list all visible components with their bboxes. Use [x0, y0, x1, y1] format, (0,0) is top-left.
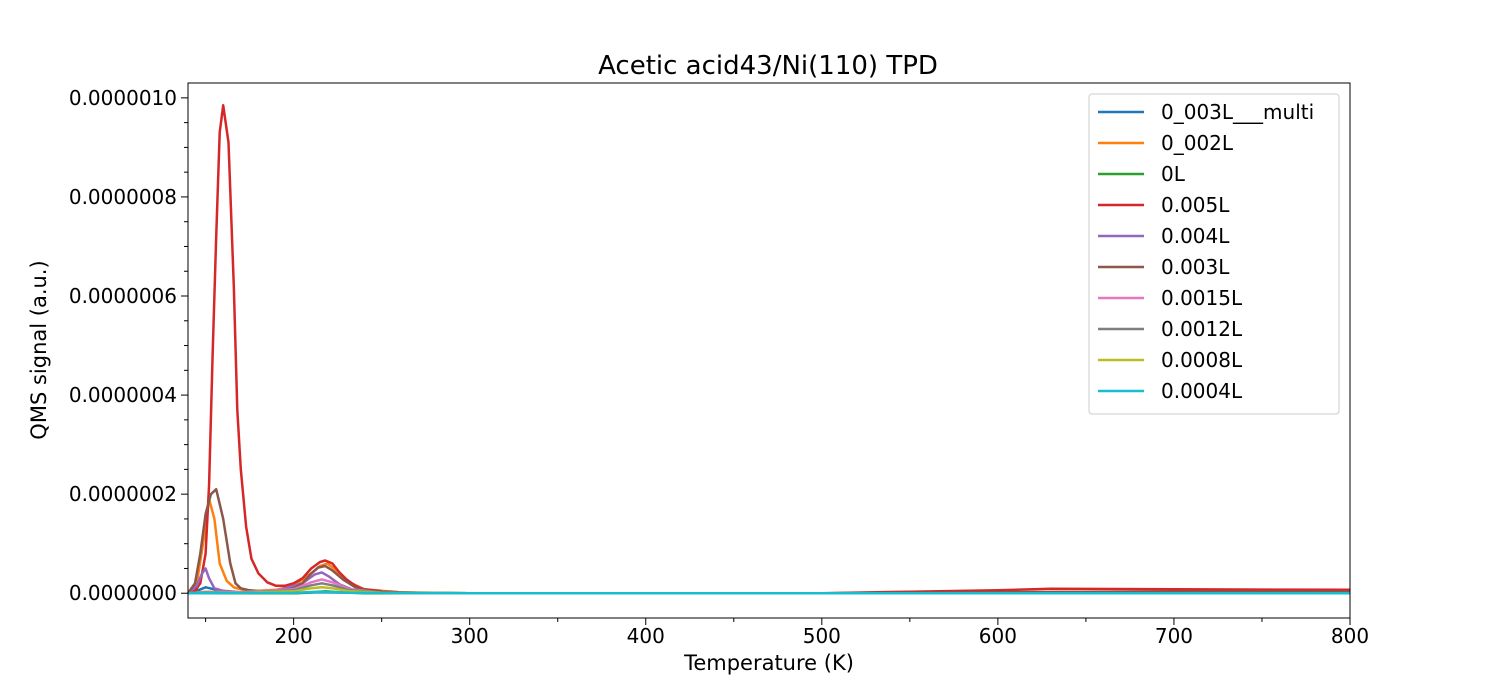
- legend: 0_003L___multi 0_002L 0L 0.005L 0.004L 0.003L…: [1089, 94, 1339, 414]
- legend-label: 0_003L___multi: [1161, 100, 1314, 124]
- x-tick-label: 600: [979, 624, 1017, 648]
- x-tick-label: 200: [275, 624, 313, 648]
- y-tick-label: 0.0000002: [69, 482, 177, 506]
- legend-label: 0.0012L: [1161, 317, 1243, 341]
- legend-label: 0.003L: [1161, 255, 1230, 279]
- y-tick-label: 0.0000008: [69, 185, 177, 209]
- legend-label: 0.004L: [1161, 224, 1230, 248]
- y-tick-label: 0.0000010: [69, 86, 177, 110]
- chart-title: Acetic acid43/Ni(110) TPD: [598, 51, 938, 81]
- x-tick-label: 400: [627, 624, 665, 648]
- y-axis-label: QMS signal (a.u.): [27, 260, 51, 439]
- series-line-5: [188, 489, 1350, 593]
- y-tick-label: 0.0000000: [69, 581, 177, 605]
- legend-label: 0.0015L: [1161, 286, 1243, 310]
- legend-label: 0.0008L: [1161, 348, 1243, 372]
- legend-label: 0.0004L: [1161, 379, 1243, 403]
- x-axis-label: Temperature (K): [683, 651, 854, 675]
- legend-label: 0L: [1161, 162, 1186, 186]
- x-tick-label: 500: [803, 624, 841, 648]
- x-tick-label: 700: [1155, 624, 1193, 648]
- legend-label: 0_002L: [1161, 131, 1234, 155]
- y-tick-label: 0.0000006: [69, 284, 177, 308]
- y-tick-label: 0.0000004: [69, 383, 177, 407]
- legend-label: 0.005L: [1161, 193, 1230, 217]
- x-tick-label: 800: [1331, 624, 1369, 648]
- x-tick-label: 300: [451, 624, 489, 648]
- x-axis: 200 300 400 500 600 700 800: [206, 618, 1369, 648]
- y-axis: 0.0000000 0.0000002 0.0000004 0.0000006 0.00…: [69, 86, 188, 605]
- series-line-1: [188, 499, 1350, 593]
